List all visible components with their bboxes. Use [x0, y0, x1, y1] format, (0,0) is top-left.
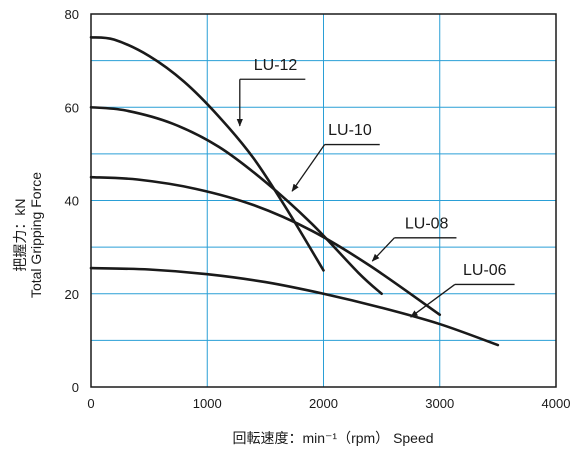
grid: [91, 14, 556, 387]
plot-frame: [90, 13, 557, 388]
series-label-lu-10: LU-10: [328, 122, 372, 139]
series-line-lu-12: [89, 36, 325, 272]
series-label-leader-lu-06: [410, 283, 456, 318]
x-tick-label: 1000: [193, 396, 222, 411]
tick-labels: 0 1000 2000 3000 4000 0 20 40 60 80: [65, 7, 571, 411]
y-tick-label: 20: [65, 287, 79, 302]
y-tick-label: 40: [65, 194, 79, 209]
y-tick-label: 0: [72, 380, 79, 395]
series-label-lu-08: LU-08: [405, 215, 449, 232]
series-line-lu-06: [89, 266, 500, 347]
x-axis-title: 回転速度：min⁻¹（rpm） Speed: [232, 430, 433, 446]
y-tick-label: 60: [65, 100, 79, 115]
series-label-lu-06: LU-06: [463, 262, 507, 279]
y-tick-label: 80: [65, 7, 79, 22]
y-axis-title-jp: 把握力：kN: [12, 198, 28, 271]
series-line-lu-10: [89, 105, 383, 296]
x-tick-label: 0: [87, 396, 94, 411]
series-labels: LU-12 LU-10 LU-08 LU-06: [236, 57, 515, 318]
plot-border: [90, 13, 557, 388]
x-tick-label: 4000: [542, 396, 571, 411]
series-label-lu-12: LU-12: [254, 57, 298, 74]
series-label-leader-lu-10: [291, 144, 326, 192]
x-tick-label: 3000: [425, 396, 454, 411]
x-tick-label: 2000: [309, 396, 338, 411]
y-axis-title-en: Total Gripping Force: [28, 172, 44, 298]
series-lines: [89, 36, 500, 347]
series-label-leader-lu-08: [371, 237, 395, 262]
series-line-lu-08: [89, 175, 442, 317]
